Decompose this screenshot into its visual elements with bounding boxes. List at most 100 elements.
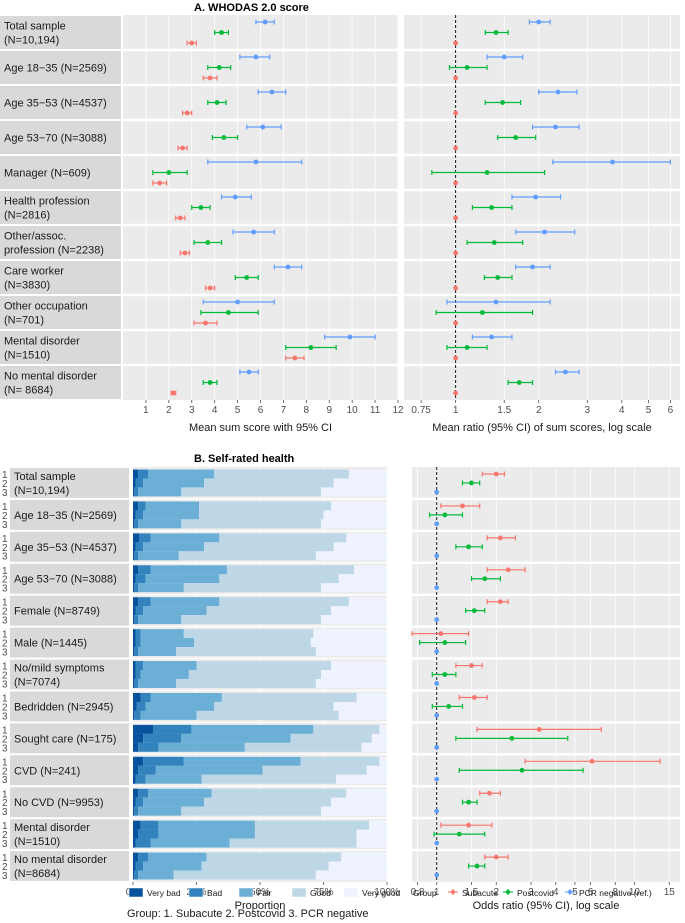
axis-title: Mean sum score with 95% CI	[189, 422, 332, 434]
bar-segment	[226, 565, 354, 575]
group-code: 1	[2, 534, 8, 545]
bar-segment	[333, 478, 387, 488]
bar-segment	[133, 510, 136, 520]
group-code: 3	[2, 711, 8, 722]
bar-segment	[346, 533, 387, 543]
bar-segment	[133, 597, 139, 607]
point-estimate	[495, 275, 501, 280]
group-code: 3	[2, 616, 8, 627]
point-estimate	[453, 145, 459, 151]
tick-label: 0.75	[411, 405, 431, 416]
row-label: (N=10,194)	[14, 485, 69, 497]
point-estimate	[269, 89, 275, 95]
point-estimate	[493, 854, 499, 860]
row-strip	[10, 531, 129, 562]
bar-segment	[158, 742, 245, 752]
tick-label: 15	[664, 887, 676, 898]
axis-title: Odds ratio (95% CI), log scale	[473, 900, 620, 912]
point-estimate	[198, 205, 204, 210]
tick-label: 10	[629, 887, 641, 898]
bar-segment	[366, 765, 387, 775]
point-estimate	[166, 170, 172, 175]
row-label: Other occupation	[4, 301, 88, 313]
bar-segment	[138, 852, 149, 862]
row-label: Male (N=1445)	[14, 638, 87, 650]
point-estimate	[434, 617, 440, 622]
point-estimate	[244, 275, 250, 280]
bar-segment	[133, 852, 139, 862]
point-estimate	[203, 320, 208, 326]
row-strip	[10, 627, 129, 658]
point-estimate	[157, 180, 163, 186]
point-estimate	[434, 872, 440, 878]
bar-segment	[206, 606, 332, 616]
bar-segment	[331, 661, 387, 671]
row-label: (N=1510)	[14, 836, 60, 848]
bar-segment	[133, 806, 135, 816]
point-estimate	[232, 194, 238, 200]
bar-segment	[158, 820, 255, 830]
bar-segment	[133, 724, 154, 734]
bar-segment	[196, 661, 332, 671]
point-estimate	[466, 799, 472, 805]
bar-segment	[138, 551, 179, 561]
bar-segment	[135, 861, 144, 871]
point-estimate	[453, 75, 459, 81]
bar-segment	[143, 661, 197, 671]
bar-segment	[133, 774, 136, 784]
row-strip	[10, 563, 129, 594]
bar-segment	[134, 678, 139, 688]
point-estimate	[500, 100, 506, 105]
footnote: Group: 1. Subacute 2. Postcovid 3. PCR n…	[127, 908, 369, 920]
point-estimate	[219, 30, 224, 35]
point-estimate	[453, 215, 459, 221]
bar-segment	[138, 519, 182, 529]
bar-segment	[150, 533, 220, 543]
bar-segment	[153, 724, 192, 734]
bar-segment	[138, 501, 146, 511]
point-estimate	[446, 704, 452, 709]
row-strip	[10, 468, 129, 498]
bar-segment	[320, 615, 387, 625]
group-code: 3	[2, 520, 8, 531]
row-label: (N=10,194)	[4, 35, 59, 47]
point-estimate	[434, 585, 440, 591]
point-estimate	[493, 30, 499, 35]
bar-segment	[356, 838, 387, 848]
bar-segment	[138, 647, 177, 657]
bar-segment	[379, 724, 387, 734]
point-estimate	[464, 65, 470, 70]
row-label: No/mild symptoms	[14, 663, 105, 675]
bar-segment	[135, 661, 144, 671]
point-estimate	[489, 205, 495, 210]
point-estimate	[442, 640, 448, 645]
bar-segment	[150, 838, 230, 848]
row-strip	[0, 331, 121, 364]
point-estimate	[285, 264, 291, 270]
point-estimate	[533, 194, 539, 200]
bar-segment	[134, 487, 139, 497]
point-estimate	[471, 695, 477, 700]
bar-segment	[313, 724, 380, 734]
point-estimate	[489, 334, 495, 340]
group-code: 1	[2, 757, 8, 768]
point-estimate	[177, 215, 183, 221]
point-estimate	[509, 735, 515, 741]
point-estimate	[214, 100, 220, 105]
bar-segment	[313, 629, 387, 639]
point-estimate	[453, 40, 459, 46]
bar-segment	[150, 565, 227, 575]
bar-segment	[244, 742, 362, 752]
point-estimate	[453, 110, 459, 116]
bar-segment	[140, 692, 151, 702]
bar-segment	[320, 487, 387, 497]
row-label: No CVD (N=9953)	[14, 797, 104, 809]
point-estimate	[292, 355, 298, 361]
tick-label: 1	[143, 405, 149, 416]
bar-segment	[219, 597, 349, 607]
bar-segment	[331, 501, 387, 511]
bar-segment	[134, 647, 139, 657]
legend-point	[506, 890, 510, 894]
bar-segment	[199, 510, 324, 520]
bar-segment	[176, 678, 316, 688]
